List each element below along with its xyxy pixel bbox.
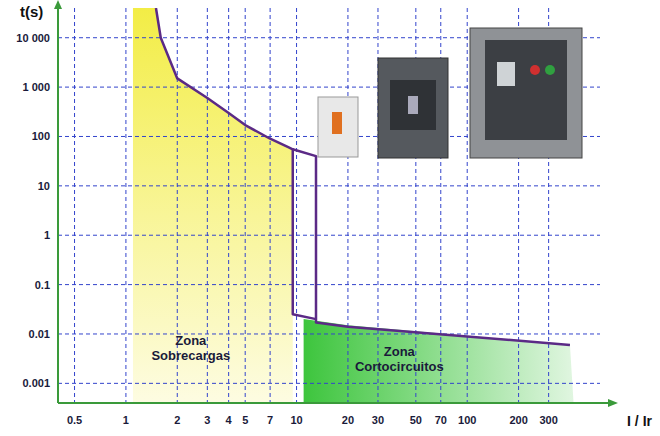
axes (54, 0, 618, 407)
y-tick-label: 0.001 (22, 377, 50, 389)
x-tick-label: 0.5 (67, 414, 82, 426)
zone-area (304, 319, 574, 403)
acb-body (470, 28, 582, 158)
y-tick-label: 1 000 (22, 81, 50, 93)
x-tick-label: 1 (123, 414, 129, 426)
zone-label: Zona (384, 344, 416, 359)
x-axis (58, 402, 610, 404)
y-axis (57, 4, 59, 403)
y-axis-arrow (54, 0, 62, 9)
grid-line-y (58, 383, 600, 384)
x-tick-label: 7 (267, 414, 273, 426)
grid-line-x (74, 8, 75, 403)
acb-display (497, 62, 515, 86)
zone-label: Zona (175, 333, 207, 348)
x-tick-label: 3 (204, 414, 210, 426)
acb-button (545, 65, 555, 75)
tick-labels: 0.5 1 2 3 45 7 10 20 30 50 70 100 200 300 10 000 1 000 1… (16, 32, 557, 426)
grid-line-y (58, 284, 600, 285)
zone-label: Sobrecargas (151, 348, 230, 363)
grid-line-x (270, 8, 271, 403)
grid-line-x (296, 8, 297, 403)
mccb-face (390, 80, 436, 130)
y-tick-label: 10 000 (16, 32, 50, 44)
grid-line-y (58, 235, 600, 236)
y-tick-label: 100 (32, 130, 50, 142)
curves (156, 8, 570, 345)
zone-area (133, 8, 293, 403)
x-tick-label: 300 (539, 414, 557, 426)
grid-line-x (207, 8, 208, 403)
y-axis-label: t(s) (20, 3, 43, 20)
trip-curve (156, 8, 316, 319)
x-tick-label: 2 (174, 414, 180, 426)
grid (58, 8, 600, 403)
plot-area (133, 8, 574, 403)
x-axis-arrow (608, 399, 618, 407)
mccb-body (378, 58, 448, 158)
x-tick-label: 20 (342, 414, 354, 426)
zone-label: Cortocircuitos (355, 359, 444, 374)
grid-line-x (228, 8, 229, 403)
y-tick-label: 0.01 (29, 328, 50, 340)
acb-face (485, 40, 567, 140)
chart: 0.5 1 2 3 45 7 10 20 30 50 70 100 200 300 10 000 1 000 1… (0, 0, 660, 436)
mcb-lever (332, 112, 342, 134)
x-tick-label: 4 (226, 414, 233, 426)
x-tick-label: 70 (435, 414, 447, 426)
x-tick-label: 5 (242, 414, 248, 426)
grid-line-x (347, 8, 348, 403)
grid-line-y (58, 333, 600, 334)
x-tick-label: 30 (372, 414, 384, 426)
grid-line-x (467, 8, 468, 403)
acb-button (530, 65, 540, 75)
x-tick-label: 100 (458, 414, 476, 426)
grid-line-x (245, 8, 246, 403)
mccb-lever (408, 96, 418, 114)
y-tick-label: 10 (38, 180, 50, 192)
y-tick-label: 0.1 (35, 279, 50, 291)
x-tick-label: 10 (290, 414, 302, 426)
breaker-images (318, 28, 582, 158)
mcb-body (318, 97, 358, 157)
x-tick-label: 50 (410, 414, 422, 426)
x-tick-label: 200 (509, 414, 527, 426)
trip-curve (293, 149, 570, 345)
y-tick-label: 1 (44, 229, 50, 241)
grid-line-x (125, 8, 126, 403)
grid-line-y (58, 185, 600, 186)
x-axis-label: I / Ir (627, 413, 652, 429)
